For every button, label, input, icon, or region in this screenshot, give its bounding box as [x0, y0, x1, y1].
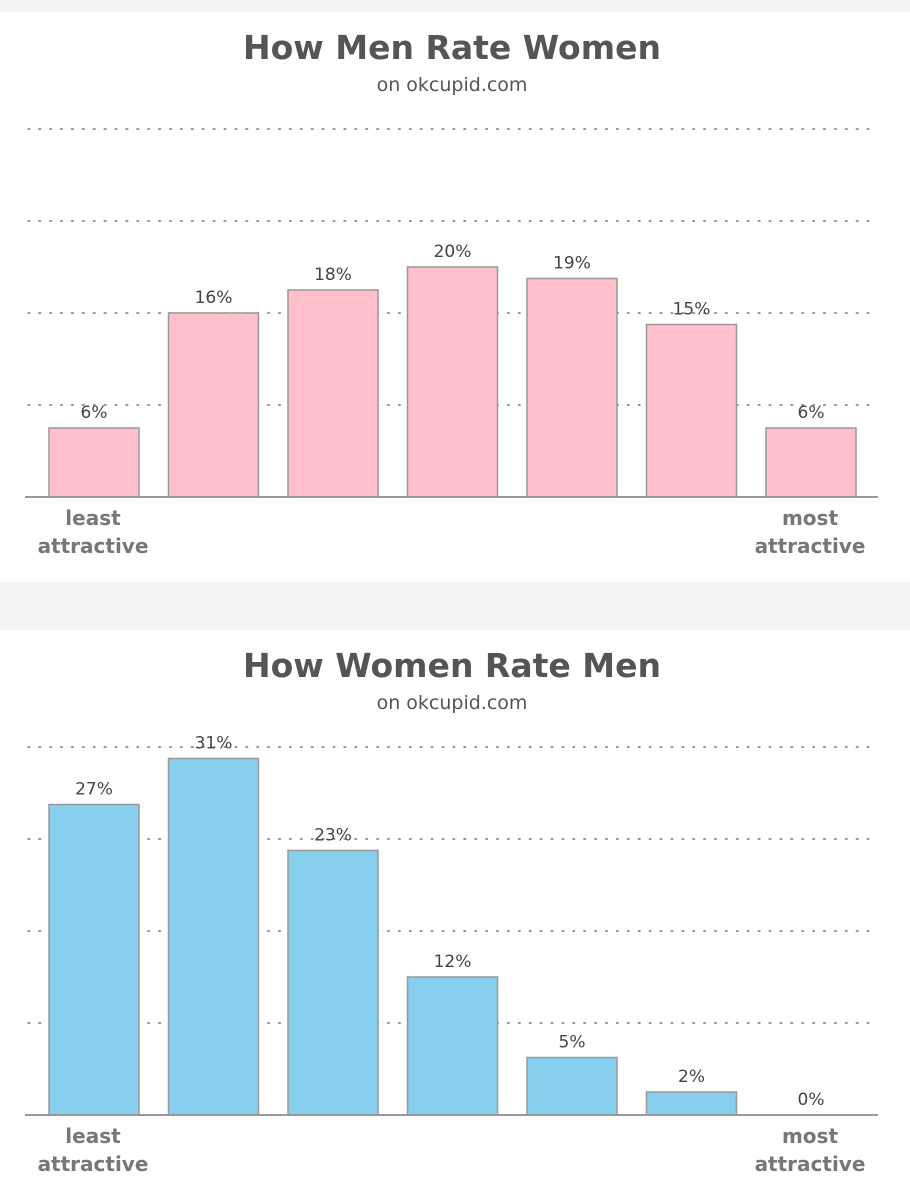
bar	[287, 849, 379, 1116]
data-label: 16%	[195, 288, 233, 308]
x-label-least-attractive: attractive	[38, 1152, 149, 1176]
data-label: 2%	[678, 1067, 705, 1087]
chart-panel-women-rate-men: How Women Rate Men on okcupid.com 27% 31% 23…	[0, 630, 910, 1198]
bar	[167, 312, 260, 498]
bar	[48, 803, 140, 1116]
data-label: 19%	[553, 254, 591, 274]
bar	[406, 266, 499, 498]
x-label-least-attractive: least	[65, 1124, 121, 1148]
x-label-most-attractive: attractive	[755, 534, 866, 558]
bar	[48, 427, 140, 498]
bar	[645, 323, 738, 498]
data-label: 23%	[314, 826, 352, 846]
chart-subtitle: on okcupid.com	[377, 692, 528, 714]
x-label-least-attractive: attractive	[38, 534, 149, 558]
data-label: 20%	[434, 242, 472, 262]
bar	[287, 289, 379, 498]
data-label: 15%	[673, 300, 711, 320]
data-label: 0%	[798, 1090, 825, 1110]
data-label: 6%	[798, 403, 825, 423]
data-label: 12%	[434, 952, 472, 972]
chart-panel-men-rate-women: How Men Rate Women on okcupid.com 6% 16% 18%…	[0, 12, 910, 582]
bar	[645, 1091, 738, 1116]
chart-subtitle: on okcupid.com	[377, 74, 528, 96]
bar	[526, 1056, 618, 1116]
bar	[167, 757, 260, 1116]
bar	[526, 277, 618, 498]
chart-title: How Men Rate Women	[243, 28, 661, 67]
x-label-least-attractive: least	[65, 506, 121, 530]
data-label: 27%	[75, 780, 113, 800]
data-label: 18%	[314, 265, 352, 285]
chart-men-rate-women: How Men Rate Women on okcupid.com 6% 16% 18%…	[25, 28, 879, 558]
x-label-most-attractive: most	[782, 1124, 838, 1148]
bar	[765, 427, 857, 498]
bar	[406, 976, 499, 1116]
chart-women-rate-men: How Women Rate Men on okcupid.com 27% 31% 23…	[25, 646, 879, 1176]
chart-title: How Women Rate Men	[243, 646, 661, 685]
x-label-most-attractive: attractive	[755, 1152, 866, 1176]
x-label-most-attractive: most	[782, 506, 838, 530]
data-label: 5%	[559, 1033, 586, 1053]
data-label: 31%	[195, 734, 233, 754]
data-label: 6%	[81, 403, 108, 423]
